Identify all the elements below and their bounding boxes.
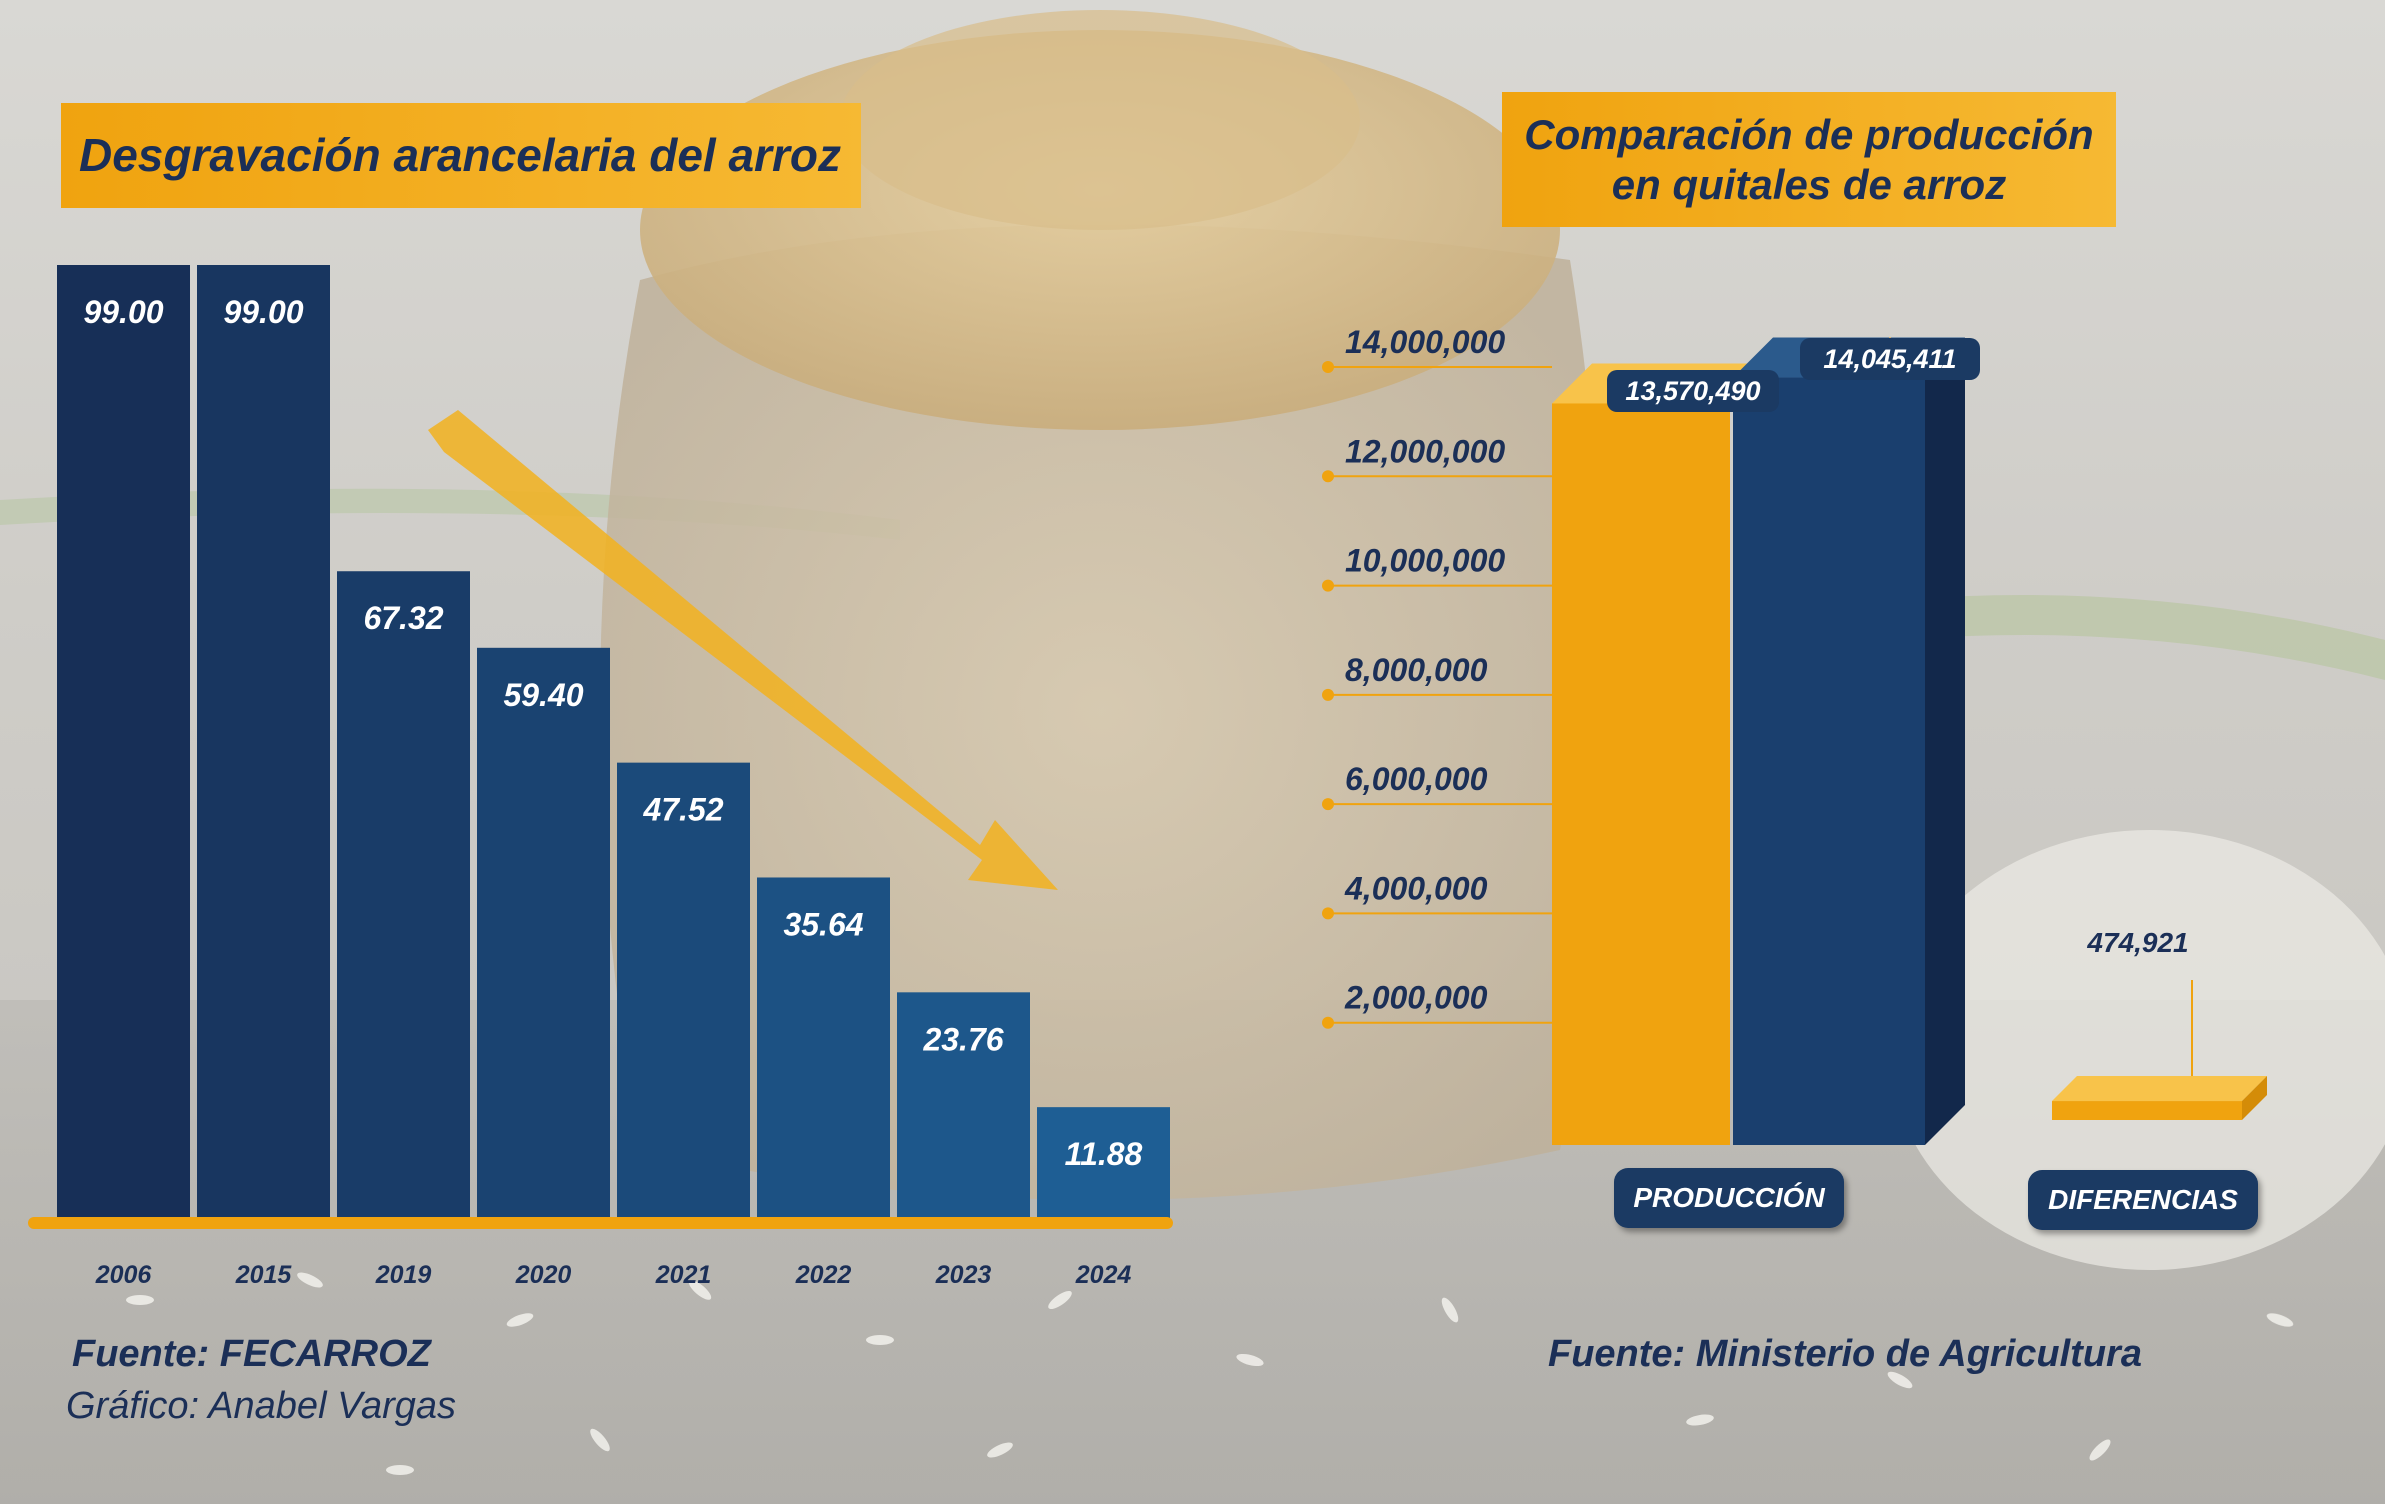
source-right: Fuente: Ministerio de Agricultura (1548, 1333, 2142, 1375)
tick-dot-6 (1322, 361, 1334, 373)
bar-diferencia-side (2242, 1076, 2267, 1120)
bar-produccion-b (1733, 377, 1925, 1145)
year-label-2024: 2024 (1075, 1261, 1132, 1289)
callout-produccion-a-label: 13,570,490 (1625, 376, 1760, 406)
bar-value-label-2024: 11.88 (1065, 1136, 1143, 1172)
left-chart-title: Desgravación arancelaria del arroz (61, 103, 861, 208)
bar-diferencia-top (2052, 1076, 2267, 1102)
tick-dot-5 (1322, 470, 1334, 483)
tick-dot-3 (1322, 688, 1334, 701)
bar-value-label-2020: 59.40 (503, 677, 583, 713)
year-label-2021: 2021 (655, 1261, 712, 1289)
trend-arrow (428, 410, 1058, 890)
bar-produccion-a (1552, 403, 1730, 1145)
tick-dot-4 (1322, 579, 1334, 592)
year-label-2006: 2006 (95, 1261, 153, 1289)
bar-produccion-b-side (1925, 337, 1965, 1145)
callout-produccion-b-label: 14,045,411 (1823, 344, 1956, 374)
year-label-2022: 2022 (795, 1261, 852, 1289)
callout-produccion-b-box (1800, 338, 1980, 380)
y-tick-label-6: 14,000,000 (1345, 324, 1505, 360)
bar-2019 (337, 571, 470, 1222)
bar-2006 (57, 265, 190, 1222)
bar-diferencia (2052, 1101, 2242, 1120)
y-tick-label-4: 10,000,000 (1345, 543, 1505, 579)
tick-dot-2 (1322, 798, 1334, 811)
y-tick-label-2: 6,000,000 (1345, 761, 1488, 797)
bar-value-label-2015: 99.00 (223, 294, 303, 330)
right-title-line1: Comparación de producción (1524, 110, 2094, 158)
year-label-2020: 2020 (515, 1261, 572, 1289)
callout-diferencia-label: 474,921 (2086, 927, 2188, 958)
bar-value-label-2021: 47.52 (642, 792, 723, 828)
bar-value-label-2022: 35.64 (783, 906, 863, 942)
bar-value-label-2023: 23.76 (922, 1021, 1003, 1057)
bar-2023 (897, 992, 1030, 1222)
right-title-line2: en quitales de arroz (1611, 160, 2007, 208)
trend-arrow-shape (428, 410, 1058, 890)
tick-dot-0 (1322, 1016, 1334, 1029)
bar-value-label-2019: 67.32 (363, 600, 443, 636)
bar-2024 (1037, 1107, 1170, 1222)
y-tick-label-0: 2,000,000 (1344, 980, 1488, 1016)
bar-2022 (757, 877, 890, 1222)
category-label-produccion: PRODUCCIÓN (1614, 1168, 1844, 1228)
bar-2021 (617, 762, 750, 1222)
tick-dot-1 (1322, 907, 1334, 920)
year-label-2015: 2015 (235, 1261, 293, 1289)
category-label-diferencias: DIFERENCIAS (2028, 1170, 2258, 1230)
y-tick-label-3: 8,000,000 (1345, 652, 1488, 688)
year-label-2023: 2023 (935, 1261, 992, 1289)
bar-2015 (197, 265, 330, 1222)
x-axis-baseline (28, 1217, 1173, 1229)
source-left: Fuente: FECARROZ (72, 1333, 431, 1375)
year-label-2019: 2019 (375, 1261, 432, 1289)
y-tick-label-5: 12,000,000 (1345, 433, 1505, 469)
y-tick-label-1: 4,000,000 (1344, 870, 1488, 906)
right-chart-title: Comparación de producción en quitales de… (1502, 92, 2116, 227)
callout-produccion-a-box (1607, 370, 1779, 412)
bar-2020 (477, 647, 610, 1222)
credit-left: Gráfico: Anabel Vargas (66, 1385, 457, 1427)
bar-value-label-2006: 99.00 (83, 294, 163, 330)
